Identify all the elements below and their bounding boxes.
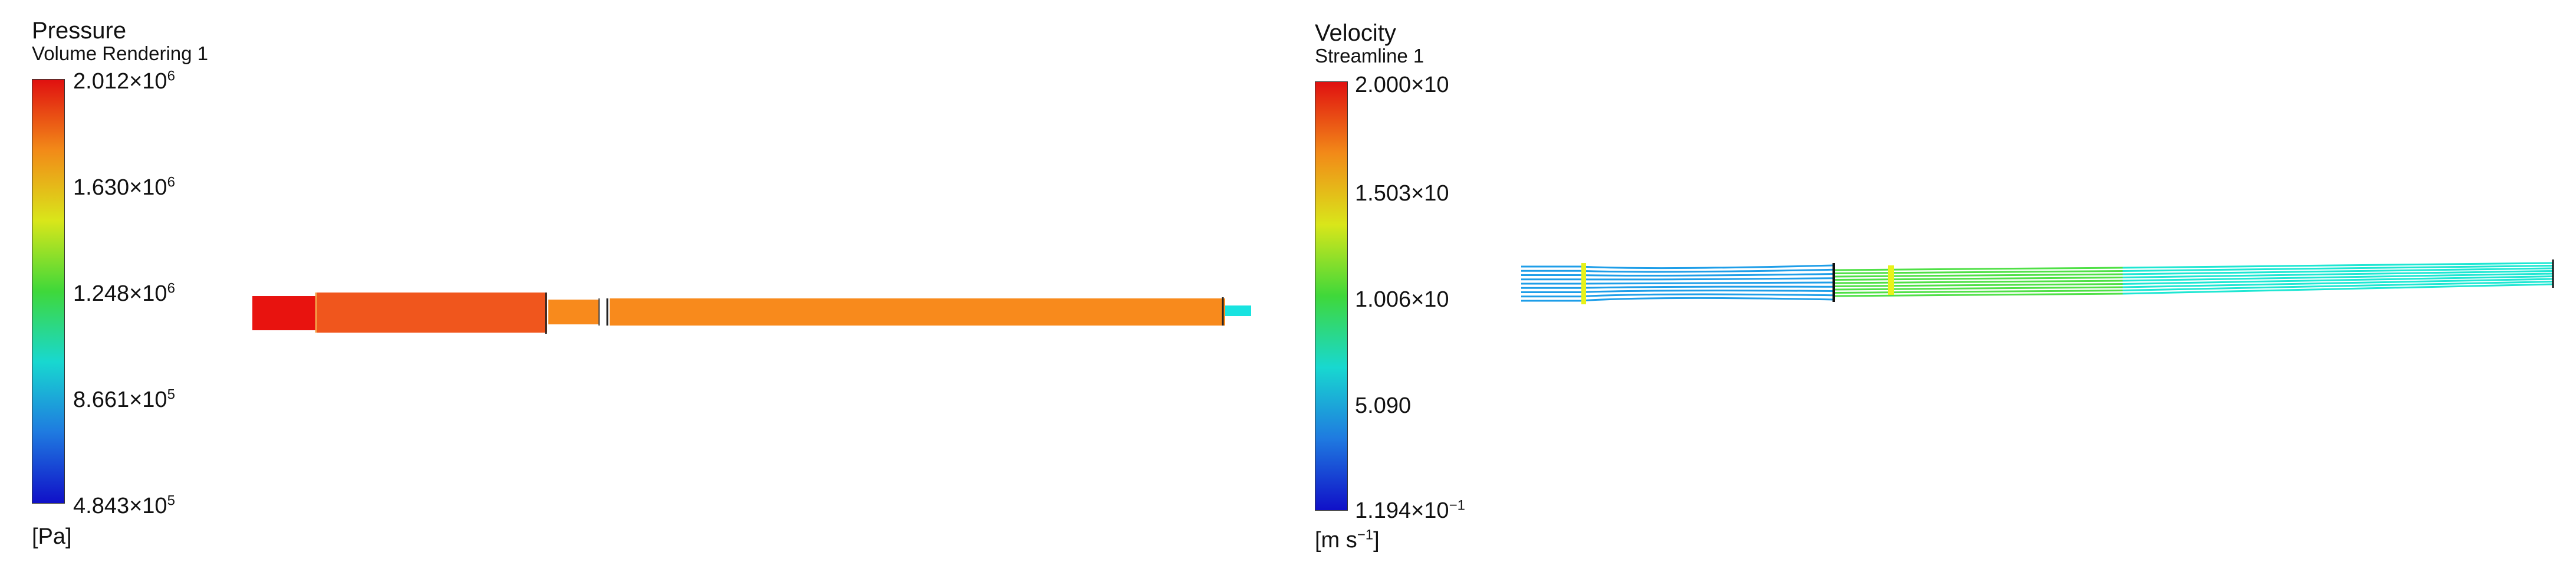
streamline-mid [1833,273,2123,278]
streamline-mid [1833,283,2123,287]
streamline-inlet [1521,297,1834,302]
streamline-outlet [2122,262,2554,269]
velocity-streamline-group [1521,262,2554,302]
pressure-tick-max: 2.012×106 [73,68,175,94]
velocity-panel: Velocity Streamline 1 2.000×10 1.503×10 … [1285,0,2576,575]
streamline-outlet [2122,272,2554,282]
velocity-tick-2: 1.503×10 [1355,181,1449,206]
velocity-tick-3: 1.006×10 [1355,287,1449,312]
streamline-outlet [2122,267,2554,275]
pressure-outlet-tip [1225,305,1251,316]
velocity-throat-1 [1581,263,1586,304]
pressure-tick-3: 1.248×106 [73,280,175,306]
streamline-outlet [2122,278,2554,288]
streamline-inlet [1521,277,1834,281]
streamline-mid [1833,290,2123,294]
streamline-outlet [2122,281,2554,291]
streamline-outlet [2122,275,2554,285]
velocity-subtitle: Streamline 1 [1315,45,1424,67]
streamline-mid [1833,293,2123,297]
pressure-subtitle: Volume Rendering 1 [32,42,209,64]
pressure-tick-4: 8.661×105 [73,386,175,412]
pressure-inlet-block [252,296,316,330]
streamline-outlet [2122,283,2554,295]
streamline-inlet [1521,268,1834,273]
pressure-volume-rendering [252,293,1251,334]
streamline-mid [1833,286,2123,291]
streamline-inlet [1521,273,1834,277]
streamline-mid [1833,267,2123,271]
velocity-throat-2 [1888,265,1894,295]
streamline-inlet [1521,293,1834,298]
streamline-inlet [1521,285,1834,289]
pressure-title: Pressure [32,18,127,44]
pressure-colorbar [32,79,65,504]
pressure-tick-2: 1.630×106 [73,174,175,200]
pressure-outlet-tube [610,298,1225,326]
velocity-tick-max: 2.000×10 [1355,73,1449,97]
velocity-tick-4: 5.090 [1355,393,1412,418]
streamline-inlet [1521,264,1834,270]
streamline-outlet [2122,270,2554,278]
velocity-colorbar [1315,81,1348,511]
streamline-mid [1833,270,2123,274]
streamline-mid [1833,280,2123,284]
streamline-inlet [1521,281,1834,285]
velocity-unit: [m s−1] [1315,527,1380,553]
streamline-outlet [2122,265,2554,272]
streamline-inlet [1521,290,1834,293]
pressure-panel: Pressure Volume Rendering 1 2.012×106 1.… [0,0,1285,575]
pressure-unit: [Pa] [32,524,72,549]
velocity-tick-min: 1.194×10−1 [1355,497,1465,523]
pressure-chamber [316,293,547,333]
pressure-neck [548,300,599,324]
streamline-mid [1833,277,2123,281]
velocity-title: Velocity [1315,20,1396,46]
velocity-streamlines [1521,259,2554,304]
pressure-tick-min: 4.843×105 [73,492,175,518]
